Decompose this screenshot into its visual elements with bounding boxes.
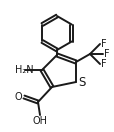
Text: H₂N: H₂N [15,65,33,75]
Text: O: O [14,92,22,102]
Text: F: F [100,39,106,49]
Text: F: F [100,59,106,69]
Text: F: F [103,49,109,59]
Text: OH: OH [32,116,47,126]
Text: S: S [77,76,85,88]
